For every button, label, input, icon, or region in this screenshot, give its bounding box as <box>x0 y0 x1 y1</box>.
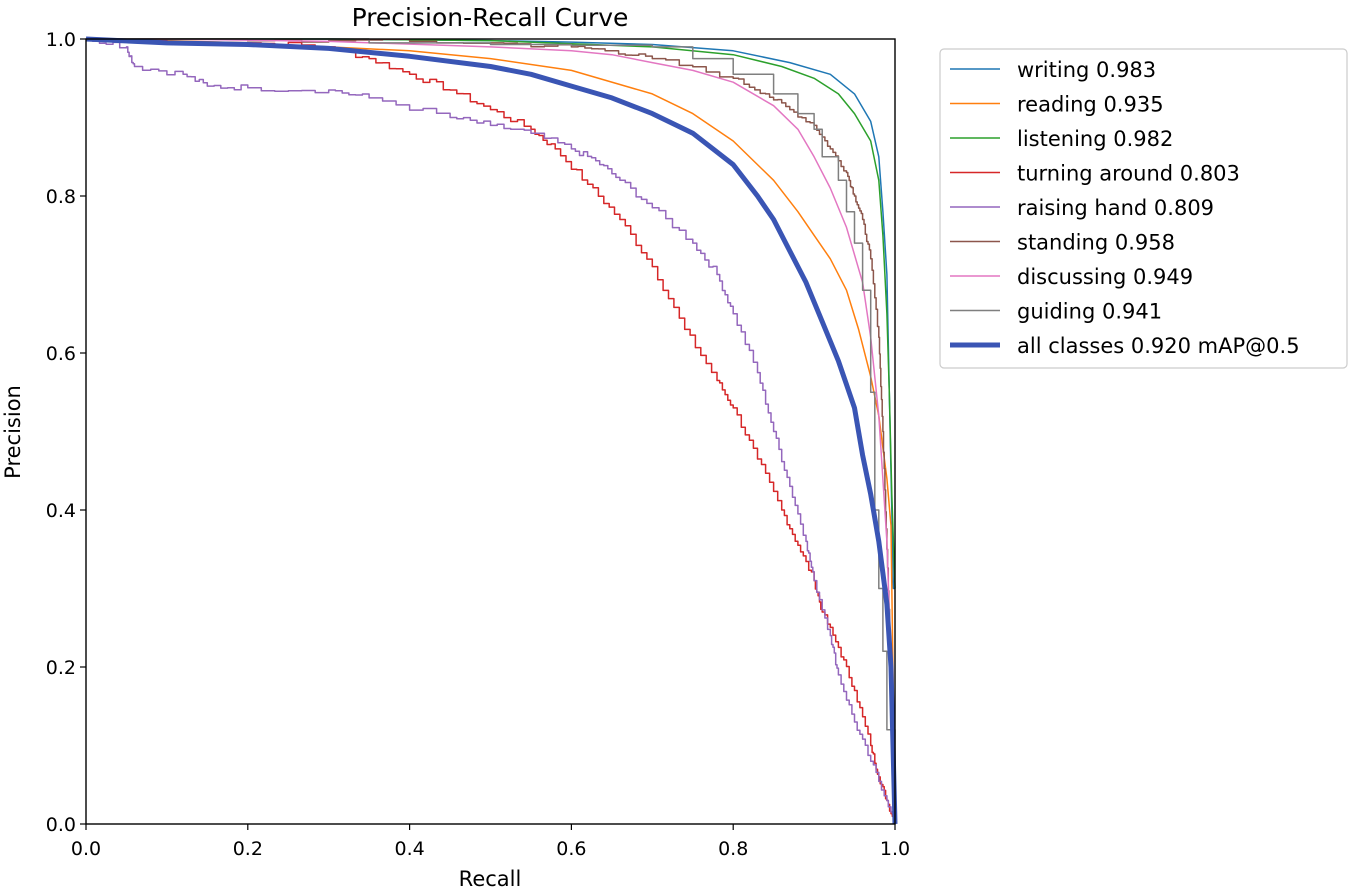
x-tick-label: 0.6 <box>556 838 586 860</box>
series-line-discussing <box>86 38 896 825</box>
x-tick-label: 0.0 <box>71 838 101 860</box>
chart-title: Precision-Recall Curve <box>352 3 629 32</box>
y-tick-label: 0.2 <box>46 657 76 679</box>
x-tick-label: 0.8 <box>718 838 748 860</box>
series-lines <box>85 36 898 825</box>
y-tick-label: 0.0 <box>46 814 76 836</box>
x-tick-label: 1.0 <box>880 838 910 860</box>
x-tick-label: 0.4 <box>394 838 424 860</box>
y-tick-label: 0.6 <box>46 343 76 365</box>
legend-label: all classes 0.920 mAP@0.5 <box>1017 334 1300 358</box>
legend-label: guiding 0.941 <box>1017 300 1162 324</box>
legend-label: turning around 0.803 <box>1017 162 1240 186</box>
legend-label: reading 0.935 <box>1017 93 1164 117</box>
legend-label: listening 0.982 <box>1017 127 1173 151</box>
legend-box <box>939 48 1348 369</box>
axes: 0.0 0.2 0.4 0.6 0.8 1.0 0.0 0.2 0.4 0.6 0.8 1.0 <box>46 29 910 860</box>
y-tick-label: 0.8 <box>46 186 76 208</box>
series-line-all-classes <box>85 36 898 825</box>
x-tick-label: 0.2 <box>233 838 263 860</box>
y-tick-label: 1.0 <box>46 29 76 51</box>
plot-frame <box>85 38 896 825</box>
series-line-standing <box>86 38 896 824</box>
legend-label: standing 0.958 <box>1017 231 1175 255</box>
legend-label: writing 0.983 <box>1017 58 1156 82</box>
series-line-turning-around <box>86 38 896 824</box>
legend-label: discussing 0.949 <box>1017 265 1193 289</box>
legend-label: raising hand 0.809 <box>1017 196 1214 220</box>
y-axis-label: Precision <box>1 385 25 479</box>
legend: writing 0.983 reading 0.935 listening 0.98… <box>939 48 1348 369</box>
y-tick-label: 0.4 <box>46 500 76 522</box>
series-line-reading <box>85 38 896 825</box>
series-line-raising-hand <box>86 38 896 824</box>
x-axis-label: Recall <box>459 867 522 891</box>
series-line-listening <box>86 38 896 589</box>
